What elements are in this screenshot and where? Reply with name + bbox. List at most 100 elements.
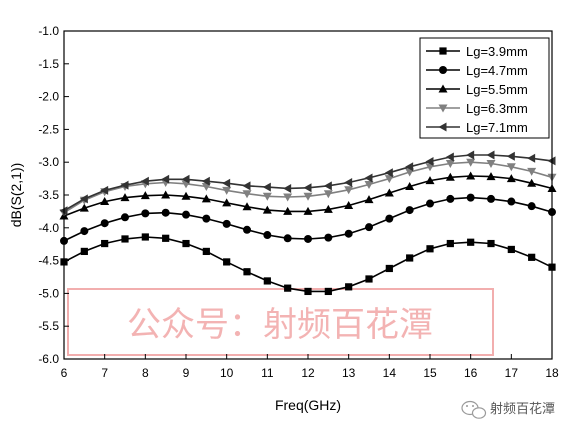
y-tick-label: -1.5 [38, 57, 59, 71]
data-point [283, 234, 292, 243]
data-point [80, 227, 89, 236]
data-point [262, 205, 272, 214]
x-tick-label: 15 [423, 366, 437, 380]
data-point [303, 206, 313, 215]
series-Lg=4.7mm [60, 193, 556, 245]
data-point [222, 198, 232, 207]
legend-label: Lg=7.1mm [466, 120, 528, 135]
legend-marker [439, 47, 447, 55]
y-tick-label: -3.0 [38, 155, 59, 169]
legend-item: Lg=7.1mm [426, 120, 528, 135]
x-axis-title: Freq(GHz) [275, 397, 341, 413]
legend-marker [438, 84, 448, 93]
data-point [80, 247, 88, 256]
data-point [487, 194, 495, 203]
data-point [405, 206, 414, 215]
data-point [486, 172, 496, 181]
y-tick-label: -5.5 [38, 319, 59, 333]
data-point [487, 239, 495, 248]
data-point [425, 176, 435, 185]
y-tick-label: -1.0 [38, 24, 59, 38]
data-point [100, 197, 110, 206]
data-point [284, 284, 292, 292]
data-point [202, 247, 210, 256]
data-point [162, 234, 170, 242]
data-point [384, 168, 393, 178]
data-point [182, 210, 190, 219]
y-tick-label: -4.0 [38, 221, 59, 235]
data-point [140, 176, 149, 186]
x-tick-label: 8 [142, 366, 149, 380]
data-point [243, 268, 251, 276]
data-point [161, 208, 170, 217]
y-tick-label: -5.0 [38, 286, 59, 300]
data-point [323, 190, 333, 199]
data-point [202, 214, 211, 223]
x-tick-label: 13 [342, 366, 356, 380]
data-point [466, 193, 475, 202]
data-point [223, 258, 231, 266]
data-point [303, 192, 313, 201]
data-point [79, 194, 88, 204]
data-point [263, 277, 271, 285]
y-tick-label: -2.0 [38, 90, 59, 104]
data-point [344, 186, 354, 195]
data-point [384, 188, 394, 197]
data-point [222, 186, 232, 195]
data-point [466, 158, 476, 167]
data-point [181, 191, 191, 200]
data-point [304, 287, 312, 296]
data-point [364, 195, 374, 204]
data-point [384, 175, 394, 184]
data-point [222, 178, 231, 188]
data-point [222, 219, 231, 228]
data-point [486, 150, 495, 160]
x-tick-label: 12 [301, 366, 315, 380]
watermark-text: 公众号：射频百花潭 [127, 305, 433, 345]
legend-label: Lg=5.5mm [466, 82, 528, 97]
data-point [406, 254, 414, 262]
wechat-icon [461, 400, 487, 419]
data-point [141, 209, 150, 218]
data-point [141, 233, 149, 241]
data-point [486, 160, 496, 169]
data-point [181, 174, 190, 184]
watermark-frame [67, 288, 494, 356]
credit-text: 射频百花潭 [490, 401, 555, 417]
x-tick-label: 18 [545, 366, 559, 380]
data-point [324, 233, 333, 242]
data-point [283, 183, 292, 193]
x-tick-label: 17 [505, 366, 519, 380]
series-Lg=7.1mm [59, 150, 556, 216]
data-point [161, 174, 170, 184]
legend: Lg=3.9mm Lg=4.7mm Lg=5.5mm Lg=6.3mm Lg=7.1mm [419, 37, 550, 139]
series-Lg=3.9mm [60, 233, 556, 296]
data-point [507, 245, 515, 254]
data-point [283, 193, 293, 202]
data-point [323, 181, 332, 191]
legend-label: Lg=3.9mm [466, 44, 528, 59]
data-point [262, 182, 271, 192]
data-point [446, 194, 455, 203]
x-tick-label: 7 [101, 366, 108, 380]
data-point [527, 167, 537, 176]
data-point [201, 194, 211, 203]
data-point [121, 235, 129, 243]
data-point [323, 204, 333, 213]
data-point [528, 253, 536, 261]
data-point [506, 174, 516, 183]
legend-item: Lg=5.5mm [426, 82, 528, 97]
data-point [243, 225, 251, 234]
data-point [405, 162, 414, 172]
series-line [63, 236, 553, 293]
data-point [100, 185, 109, 195]
legend-marker [438, 104, 448, 113]
data-point [344, 178, 353, 188]
data-point [120, 180, 129, 190]
y-tick-label: -2.5 [38, 122, 59, 136]
watermark: 公众号：射频百花潭 [67, 288, 494, 356]
data-point [527, 202, 536, 211]
data-point [425, 157, 434, 167]
x-tick-label: 16 [464, 366, 478, 380]
y-tick-label: -4.5 [38, 254, 59, 268]
